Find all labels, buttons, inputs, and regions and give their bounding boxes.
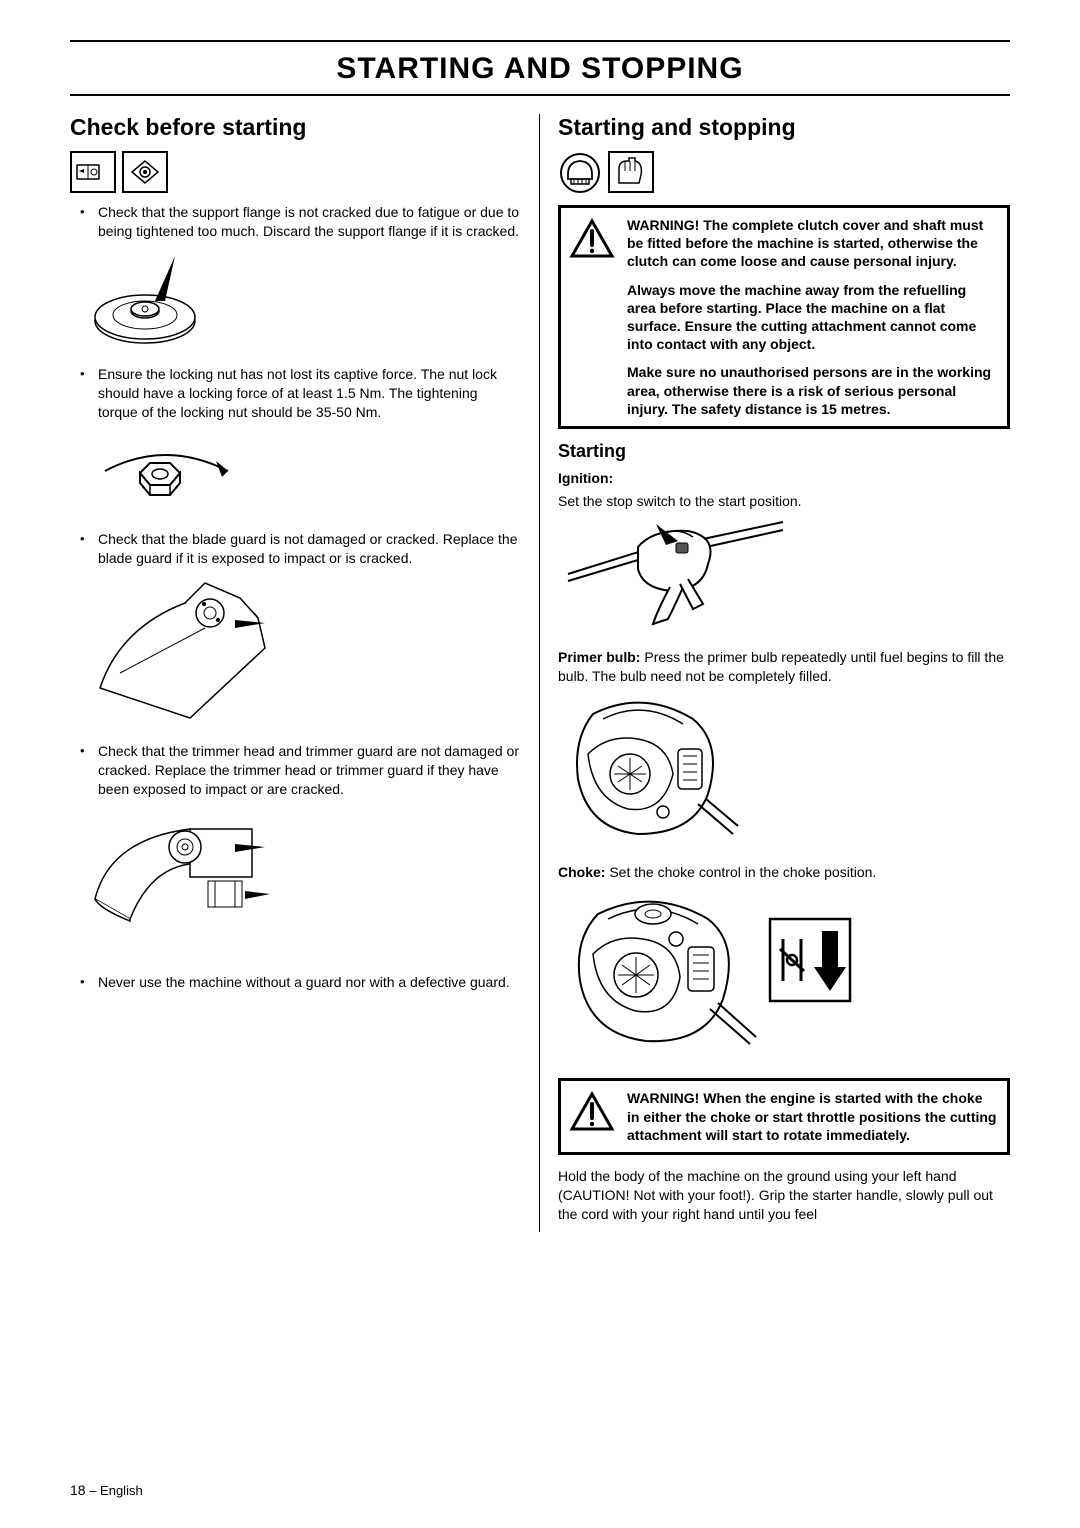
part-icon [122, 151, 168, 193]
warning-1-text: WARNING! The complete clutch cover and s… [627, 216, 997, 418]
page-footer: 18 – English [70, 1482, 143, 1498]
start-icon-row [558, 151, 1010, 195]
warning-2-p: WARNING! When the engine is started with… [627, 1089, 997, 1144]
check-bullets: Check that the support flange is not cra… [70, 203, 521, 241]
figure-ignition [558, 519, 1010, 634]
figure-blade-guard [90, 578, 521, 728]
ignition-text: Set the stop switch to the start positio… [558, 492, 1010, 511]
bullet-2: Ensure the locking nut has not lost its … [76, 365, 521, 422]
warning-1-p3: Make sure no unauthorised persons are in… [627, 363, 997, 418]
manual-icon [70, 151, 116, 193]
primer-label: Primer bulb: [558, 649, 640, 665]
helmet-icon [558, 151, 602, 195]
page-number: 18 [70, 1482, 86, 1498]
warning-1-p2: Always move the machine away from the re… [627, 281, 997, 354]
choke-body: Set the choke control in the choke posit… [605, 864, 876, 880]
primer-text: Primer bulb: Press the primer bulb repea… [558, 648, 1010, 686]
footer-sep: – [86, 1483, 100, 1498]
closing-text: Hold the body of the machine on the grou… [558, 1167, 1010, 1224]
figure-trimmer-guard [90, 809, 521, 959]
left-column: Check before starting Check that the [70, 114, 540, 1232]
figure-primer [558, 694, 1010, 849]
warning-box-1: WARNING! The complete clutch cover and s… [558, 205, 1010, 429]
check-bullets-2: Ensure the locking nut has not lost its … [70, 365, 521, 422]
check-icon-row [70, 151, 521, 193]
check-bullets-5: Never use the machine without a guard no… [70, 973, 521, 992]
check-before-heading: Check before starting [70, 114, 521, 141]
figure-nut [90, 431, 521, 516]
right-column: Starting and stopping [540, 114, 1010, 1232]
bullet-3: Check that the blade guard is not damage… [76, 530, 521, 568]
warning-triangle-icon [567, 216, 617, 418]
title-underline [70, 94, 1010, 96]
choke-label: Choke: [558, 864, 605, 880]
starting-stopping-heading: Starting and stopping [558, 114, 1010, 141]
two-column-layout: Check before starting Check that the [70, 114, 1010, 1232]
bullet-5: Never use the machine without a guard no… [76, 973, 521, 992]
bullet-4: Check that the trimmer head and trimmer … [76, 742, 521, 799]
warning-box-2: WARNING! When the engine is started with… [558, 1078, 1010, 1155]
footer-lang: English [100, 1483, 143, 1498]
choke-text: Choke: Set the choke control in the chok… [558, 863, 1010, 882]
check-bullets-3: Check that the blade guard is not damage… [70, 530, 521, 568]
warning-2-text: WARNING! When the engine is started with… [627, 1089, 997, 1144]
figure-choke [558, 889, 1010, 1064]
ignition-label: Ignition: [558, 470, 1010, 486]
figure-flange [90, 251, 521, 351]
gloves-icon [608, 151, 654, 193]
warning-1-p1: WARNING! The complete clutch cover and s… [627, 216, 997, 271]
check-bullets-4: Check that the trimmer head and trimmer … [70, 742, 521, 799]
warning-triangle-icon-2 [567, 1089, 617, 1144]
starting-subheading: Starting [558, 441, 1010, 462]
bullet-1: Check that the support flange is not cra… [76, 203, 521, 241]
page-title: STARTING AND STOPPING [70, 46, 1010, 94]
top-rule [70, 40, 1010, 42]
